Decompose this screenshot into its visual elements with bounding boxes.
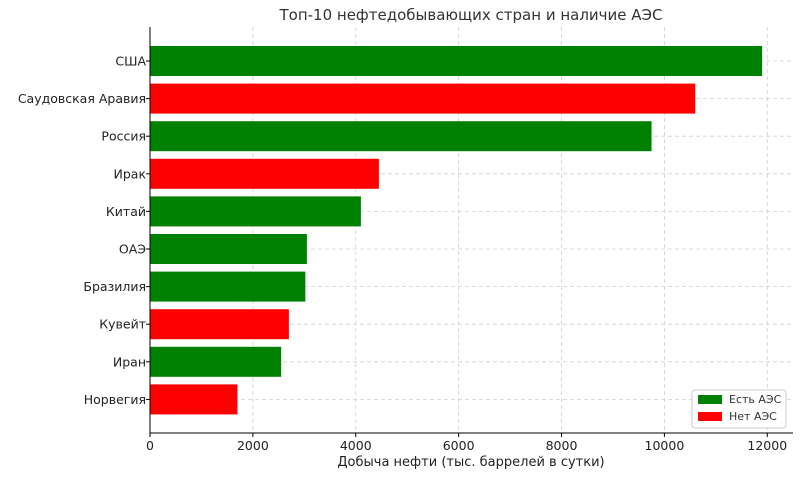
bar xyxy=(150,346,282,377)
y-tick-label: Ирак xyxy=(114,166,147,181)
x-tick-label: 4000 xyxy=(340,438,372,453)
legend-label-no-npp: Нет АЭС xyxy=(729,410,777,423)
y-tick-label: Бразилия xyxy=(83,279,146,294)
bar xyxy=(150,46,763,76)
x-tick-label: 10000 xyxy=(645,438,685,453)
y-tick-label: Норвегия xyxy=(84,392,146,407)
legend: Есть АЭС Нет АЭС xyxy=(691,389,787,429)
y-tick-label: ОАЭ xyxy=(119,242,146,257)
y-tick-label: США xyxy=(115,54,146,69)
x-tick-labels: 0 2000 4000 6000 8000 10000 12000 xyxy=(146,433,787,453)
y-tick-label: Иран xyxy=(113,354,146,369)
bar xyxy=(150,309,289,340)
x-axis-label: Добыча нефти (тыс. баррелей в сутки) xyxy=(337,455,604,470)
bar xyxy=(150,271,306,302)
bar xyxy=(150,83,696,114)
legend-label-has-npp: Есть АЭС xyxy=(729,393,782,406)
legend-swatch-no-npp xyxy=(698,412,722,421)
y-tick-label: Китай xyxy=(106,204,146,219)
y-tick-label: Саудовская Аравия xyxy=(18,91,146,106)
bar xyxy=(150,196,361,227)
x-tick-label: 2000 xyxy=(237,438,269,453)
legend-swatch-has-npp xyxy=(698,395,722,404)
y-tick-label: Кувейт xyxy=(99,317,146,332)
chart-title: Топ-10 нефтедобывающих стран и наличие А… xyxy=(278,6,662,24)
x-tick-label: 8000 xyxy=(546,438,578,453)
y-tick-label: Россия xyxy=(101,129,146,144)
y-tick-labels: США Саудовская Аравия Россия Ирак Китай ОАЭ Бр… xyxy=(18,54,150,407)
bar xyxy=(150,384,238,415)
bar xyxy=(150,121,652,152)
bar xyxy=(150,158,379,189)
x-tick-label: 12000 xyxy=(747,438,787,453)
bar xyxy=(150,234,307,264)
x-tick-label: 0 xyxy=(146,438,154,453)
x-tick-label: 6000 xyxy=(443,438,475,453)
bars xyxy=(150,46,763,415)
